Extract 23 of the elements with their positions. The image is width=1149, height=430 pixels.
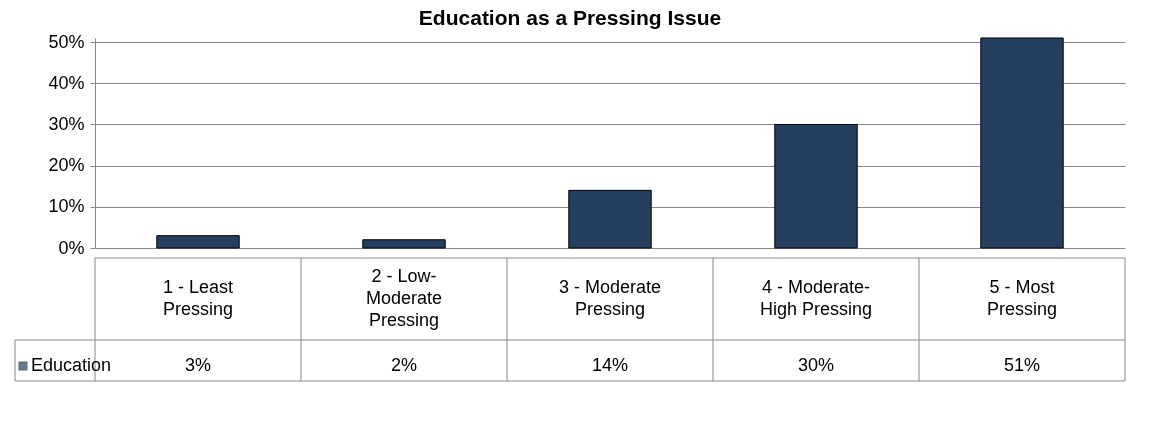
chart-title: Education as a Pressing Issue [418, 6, 722, 30]
x-tick-label: 1 - Least Pressing [162, 277, 234, 319]
x-tick-label: 4 - Moderate-High Pressing [759, 277, 873, 319]
bar [568, 189, 652, 249]
y-tick-label: 10% [48, 196, 85, 217]
y-tick-label: 0% [58, 237, 85, 258]
data-label: 2% [390, 355, 418, 375]
bar [774, 123, 858, 249]
y-tick-label: 40% [48, 72, 85, 93]
data-label: 30% [797, 355, 835, 375]
data-label: 14% [591, 355, 629, 375]
data-label: 51% [1003, 355, 1041, 375]
y-tick-label: 20% [48, 155, 85, 176]
bar [362, 239, 446, 249]
legend-label: Education [31, 355, 112, 375]
data-label: 3% [184, 355, 212, 375]
bar [156, 235, 240, 249]
bar [980, 37, 1064, 249]
x-tick-label: 5 - Most Pressing [986, 277, 1058, 319]
x-tick-label: 3 - Moderate Pressing [558, 277, 662, 319]
y-tick-label: 50% [48, 31, 85, 52]
y-tick-label: 30% [48, 113, 85, 134]
x-tick-label: 2 - Low-Moderate Pressing [365, 266, 443, 330]
